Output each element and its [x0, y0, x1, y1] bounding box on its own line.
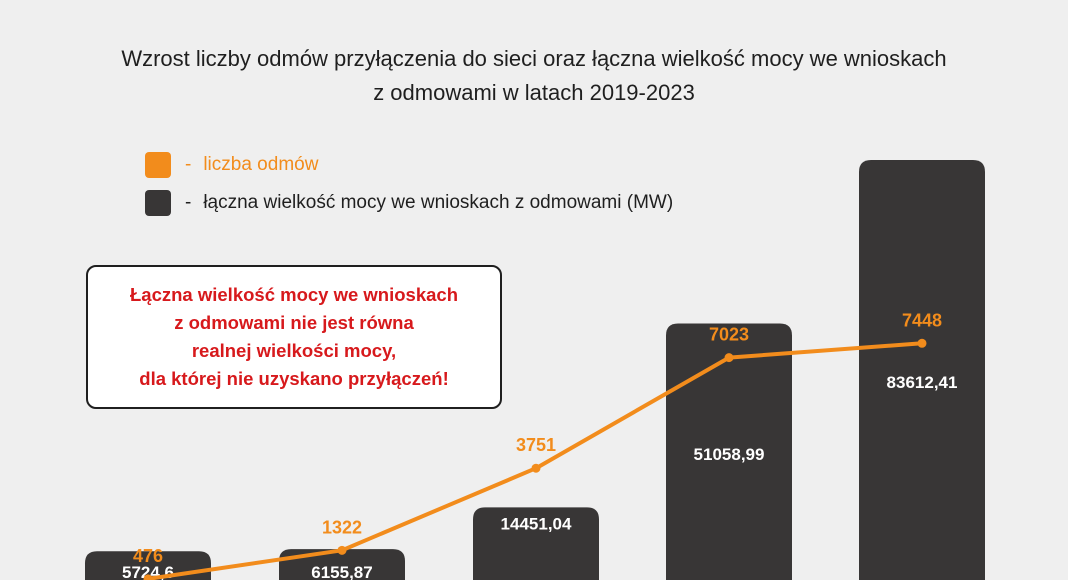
bar-value-label: 83612,41	[887, 373, 958, 392]
line-value-label: 476	[133, 546, 163, 566]
bar-value-label: 6155,87	[311, 563, 372, 580]
bar-value-label: 51058,99	[694, 445, 765, 464]
line-point-2020	[337, 545, 347, 555]
legend-item-orange: - liczba odmów	[145, 152, 673, 178]
legend-label-orange: liczba odmów	[203, 154, 319, 175]
legend-label-dark: łączna wielkość mocy we wnioskach z odmo…	[203, 192, 674, 213]
line-point-2019	[143, 574, 153, 580]
bar-2021	[473, 507, 599, 580]
bar-value-label: 14451,04	[501, 514, 572, 533]
legend-item-dark: - łączna wielkość mocy we wnioskach z od…	[145, 190, 673, 216]
line-point-2021	[531, 463, 541, 473]
line-value-label: 7023	[709, 325, 749, 345]
chart-title-line-1: Wzrost liczby odmów przyłączenia do siec…	[121, 46, 947, 71]
note-line: realnej wielkości mocy,	[191, 340, 397, 361]
disclaimer-note: Łączna wielkość mocy we wnioskach z odmo…	[86, 265, 502, 409]
bar-2022	[666, 323, 792, 580]
line-value-label: 1322	[322, 517, 362, 537]
chart-title-line-2: z odmowami w latach 2019-2023	[373, 80, 695, 105]
line-point-2023	[917, 338, 927, 348]
legend: - liczba odmów - łączna wielkość mocy we…	[145, 152, 673, 228]
line-value-label: 7448	[902, 310, 942, 330]
note-line: dla której nie uzyskano przyłączeń!	[139, 368, 449, 389]
note-line: Łączna wielkość mocy we wnioskach	[130, 284, 458, 305]
legend-swatch-dark	[145, 190, 171, 216]
note-line: z odmowami nie jest równa	[174, 312, 414, 333]
legend-dash: -	[185, 192, 192, 213]
line-point-2022	[724, 353, 734, 363]
legend-dash: -	[185, 154, 192, 175]
bar-2023	[859, 160, 985, 580]
line-value-label: 3751	[516, 435, 556, 455]
legend-swatch-orange	[145, 152, 171, 178]
chart-title: Wzrost liczby odmów przyłączenia do siec…	[0, 42, 1068, 110]
